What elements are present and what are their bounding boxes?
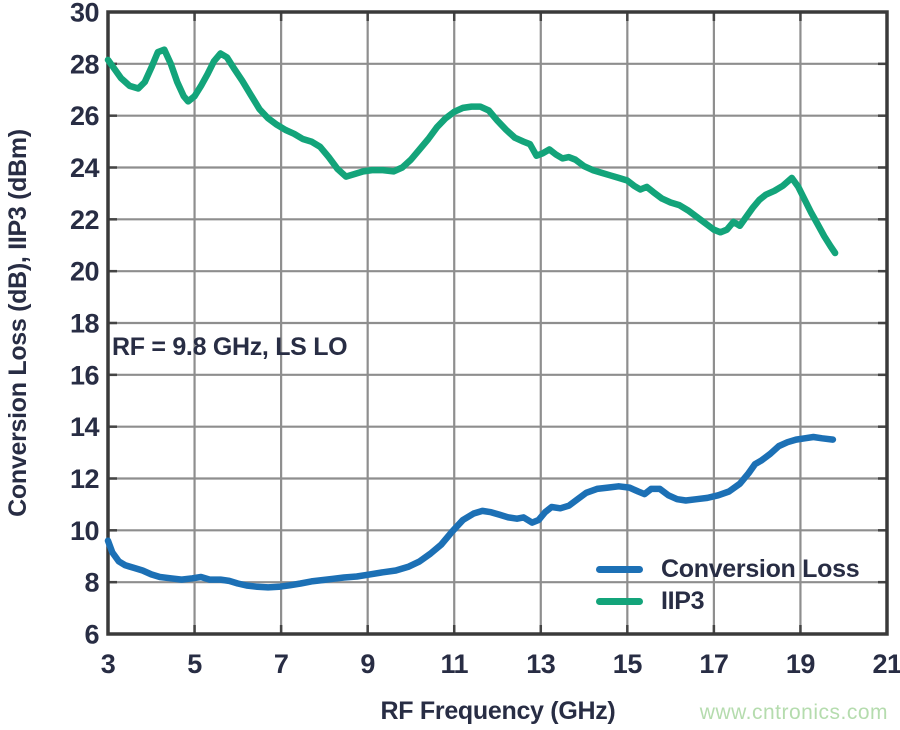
- y-tick-label: 14: [70, 412, 100, 442]
- iip3-line-swatch: [596, 597, 643, 605]
- y-tick-label: 24: [70, 153, 100, 183]
- x-tick-label: 21: [872, 649, 900, 679]
- y-tick-label: 16: [70, 360, 100, 390]
- watermark-text: www.cntronics.com: [699, 701, 888, 724]
- x-tick-label: 9: [360, 649, 375, 679]
- x-tick-label: 3: [101, 649, 116, 679]
- x-tick-label: 13: [526, 649, 556, 679]
- y-axis-title: Conversion Loss (dB), IIP3 (dBm): [4, 129, 32, 517]
- series-line-iip3: [104, 46, 839, 257]
- chart-annotation: RF = 9.8 GHz, LS LO: [112, 333, 348, 361]
- x-tick-label: 19: [786, 649, 816, 679]
- conversion-loss-line-swatch: [596, 565, 643, 573]
- y-tick-label: 8: [84, 568, 99, 598]
- legend-label-conversion-loss: Conversion Loss: [661, 554, 860, 583]
- y-tick-label: 22: [70, 205, 99, 235]
- y-tick-label: 20: [70, 257, 99, 287]
- y-tick-label: 10: [70, 516, 99, 546]
- x-tick-label: 5: [187, 649, 202, 679]
- y-tick-label: 12: [70, 464, 99, 494]
- x-axis-title: RF Frequency (GHz): [380, 697, 616, 725]
- y-tick-label: 30: [70, 0, 99, 28]
- legend-label-iip3: IIP3: [661, 586, 705, 615]
- plot-frame: [106, 10, 889, 636]
- legend-row-conversion-loss: Conversion Loss: [596, 554, 860, 583]
- y-tick-label: 18: [70, 309, 100, 339]
- y-tick-label: 28: [70, 49, 100, 79]
- x-tick-label: 17: [699, 649, 728, 679]
- x-tick-label: 11: [440, 649, 468, 679]
- series-line-conversion-loss: [104, 433, 837, 591]
- x-tick-label: 15: [613, 649, 643, 679]
- x-tick-label: 7: [274, 649, 289, 679]
- legend-row-iip3: IIP3: [596, 587, 859, 615]
- y-tick-label: 6: [84, 620, 99, 650]
- y-tick-label: 26: [70, 101, 100, 131]
- chart-legend: Conversion Loss IIP3: [596, 554, 860, 615]
